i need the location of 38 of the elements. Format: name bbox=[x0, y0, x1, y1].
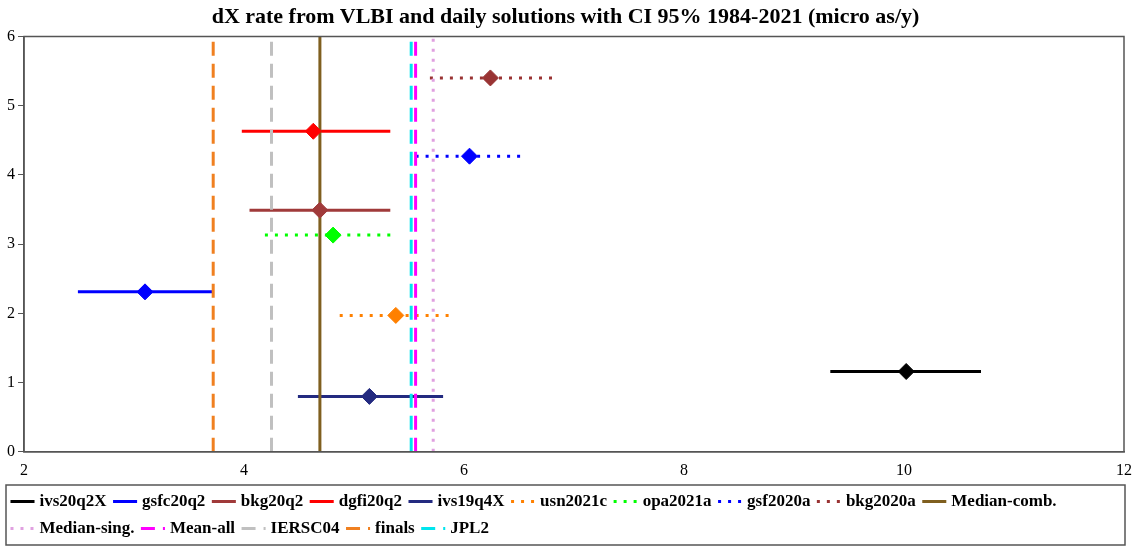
legend-label: Median-sing. bbox=[39, 517, 135, 537]
x-tick-label: 6 bbox=[460, 460, 468, 478]
point bbox=[387, 306, 405, 324]
legend-label: bkg2020a bbox=[845, 490, 917, 510]
y-tick-label: 0 bbox=[7, 442, 15, 459]
legend-label: usn2021c bbox=[540, 490, 608, 510]
point bbox=[897, 362, 915, 380]
legend-label: gsf2020a bbox=[747, 490, 811, 510]
y-tick-label: 4 bbox=[7, 165, 15, 183]
y-tick-label: 3 bbox=[7, 234, 15, 252]
legend-label: ivs19q4X bbox=[437, 490, 506, 510]
chart-title: dX rate from VLBI and daily solutions with CI 95% 1984-2021 (micro as/y) bbox=[211, 2, 920, 28]
legend-label: Mean-all bbox=[169, 517, 236, 537]
legend-label: gsfc20q2 bbox=[142, 490, 206, 510]
x-tick-label: 8 bbox=[680, 460, 688, 478]
point bbox=[324, 226, 342, 244]
y-tick-label: 1 bbox=[7, 372, 15, 390]
legend-label: dgfi20q2 bbox=[338, 490, 403, 510]
legend-label: finals bbox=[375, 517, 416, 537]
legend-label: ivs20q2X bbox=[39, 490, 108, 510]
point bbox=[311, 201, 329, 219]
point bbox=[461, 147, 478, 165]
point bbox=[360, 387, 378, 405]
x-tick-label: 4 bbox=[240, 460, 248, 478]
x-tick-label: 2 bbox=[20, 460, 28, 478]
point bbox=[136, 283, 154, 301]
y-tick-label: 5 bbox=[7, 95, 15, 113]
legend-label: IERSC04 bbox=[270, 517, 341, 537]
legend-label: opa2021a bbox=[642, 490, 713, 510]
y-tick-label: 2 bbox=[7, 303, 15, 321]
point bbox=[481, 69, 499, 87]
point bbox=[304, 122, 322, 140]
legend-label: JPL2 bbox=[450, 517, 489, 537]
y-tick-label: 6 bbox=[7, 26, 15, 44]
x-tick-label: 10 bbox=[896, 460, 912, 478]
x-tick-label: 12 bbox=[1116, 460, 1132, 478]
legend-label: Median-comb. bbox=[951, 490, 1057, 510]
legend-label: bkg20q2 bbox=[240, 490, 304, 510]
